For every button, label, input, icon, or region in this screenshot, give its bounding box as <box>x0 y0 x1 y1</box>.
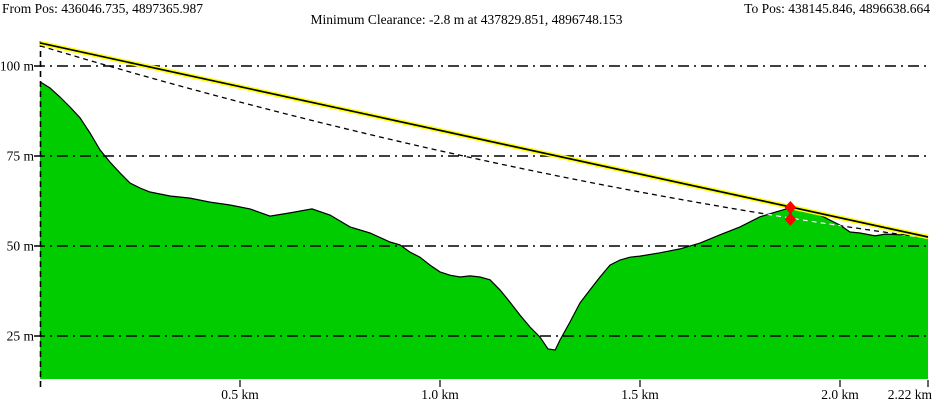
clearance-marker-lower <box>784 213 796 226</box>
terrain-area <box>40 81 928 380</box>
y-axis-label-100m: 100 m <box>0 59 34 74</box>
y-axis-label-25m: 25 m <box>7 329 35 344</box>
x-axis-label-2.22km: 2.22 km <box>888 387 933 402</box>
x-axis-label-1.0km: 1.0 km <box>421 387 459 402</box>
min-clearance-label: Minimum Clearance: -2.8 m at 437829.851,… <box>310 12 623 27</box>
x-axis-label-0.5km: 0.5 km <box>221 387 259 402</box>
x-axis-label-2.0km: 2.0 km <box>821 387 859 402</box>
los-line-core <box>39 42 929 238</box>
y-axis-label-50m: 50 m <box>7 239 35 254</box>
x-axis-label-1.5km: 1.5 km <box>621 387 659 402</box>
to-pos-label: To Pos: 438145.846, 4896638.664 <box>744 1 930 16</box>
y-axis-label-75m: 75 m <box>7 149 35 164</box>
from-pos-label: From Pos: 436046.735, 4897365.987 <box>2 1 204 16</box>
clearance-marker-upper <box>784 201 796 214</box>
